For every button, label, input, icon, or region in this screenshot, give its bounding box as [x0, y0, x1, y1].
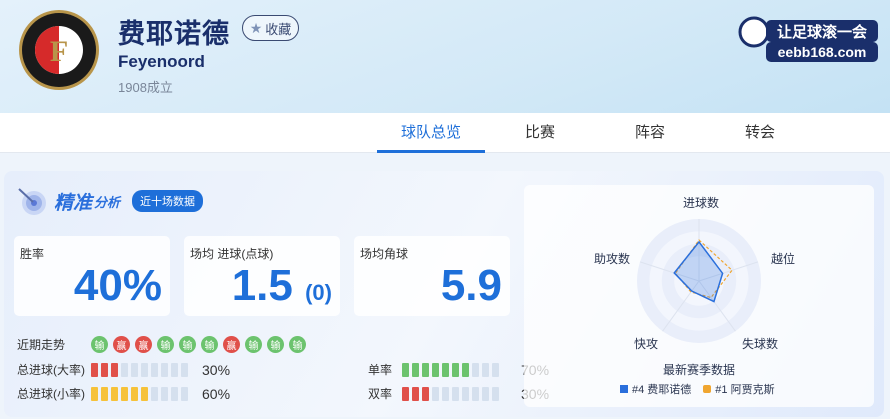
bar-segment — [442, 386, 449, 401]
trend-result: 输 — [157, 336, 174, 353]
bar-segment — [111, 386, 118, 401]
bar-segment — [121, 386, 128, 401]
bar-segment — [141, 386, 148, 401]
trend-result: 赢 — [135, 336, 152, 353]
bar-segment — [101, 386, 108, 401]
radar-series-ajax — [674, 239, 733, 299]
radar-axis — [698, 280, 736, 332]
bar-segment — [442, 362, 449, 377]
trend-result: 赢 — [113, 336, 130, 353]
favorite-button[interactable]: ★ 收藏 — [242, 15, 299, 41]
stat-card-goals: 场均 进球(点球) 1.5 (0) — [184, 236, 340, 316]
radar-axis — [639, 261, 700, 282]
bar-segment — [452, 386, 459, 401]
trend-result: 输 — [245, 336, 262, 353]
trend-result: 输 — [289, 336, 306, 353]
rate-bar — [91, 386, 188, 401]
bar-segment — [482, 362, 489, 377]
recent-trend: 近期走势 输赢赢输输输赢输输输 — [17, 336, 311, 353]
bar-segment — [412, 386, 419, 401]
bar-segment — [161, 362, 168, 377]
bar-segment — [412, 362, 419, 377]
axis-label: 越位 — [771, 252, 796, 266]
rate-row: 总进球(小率) 60% — [17, 385, 231, 402]
bar-segment — [432, 386, 439, 401]
bar-segment — [91, 362, 98, 377]
rate-row: 双率30% — [368, 385, 549, 402]
bar-segment — [181, 386, 188, 401]
rate-bar — [402, 386, 499, 401]
stat-card-corners: 场均角球 5.9 — [354, 236, 510, 316]
tab-squad[interactable]: 阵容 — [634, 124, 665, 141]
axis-label: 进球数 — [683, 196, 720, 210]
radar-axis — [662, 280, 700, 332]
bar-segment — [91, 386, 98, 401]
rate-row: 总进球(大率) 30% — [17, 361, 231, 378]
tab-transfers[interactable]: 转会 — [744, 124, 775, 141]
axis-label: 失球数 — [742, 337, 779, 351]
bar-segment — [151, 362, 158, 377]
bar-segment — [171, 362, 178, 377]
tab-overview[interactable]: 球队总览 — [377, 113, 485, 153]
bar-segment — [422, 362, 429, 377]
bar-segment — [151, 386, 158, 401]
svg-text:eebb168.com: eebb168.com — [778, 44, 867, 60]
bar-segment — [131, 386, 138, 401]
bar-segment — [402, 386, 409, 401]
stat-card-win-rate: 胜率 40% — [14, 236, 170, 316]
bar-segment — [462, 362, 469, 377]
legend-item[interactable]: #1 阿贾克斯 — [703, 381, 775, 397]
rate-row: 单率70% — [368, 361, 549, 378]
axis-label: 快攻 — [634, 337, 659, 351]
bar-segment — [482, 386, 489, 401]
axis-label: 助攻数 — [594, 252, 631, 266]
bar-segment — [452, 362, 459, 377]
trend-result: 赢 — [223, 336, 240, 353]
target-icon — [18, 188, 46, 215]
team-name: 费耶诺德 — [118, 19, 230, 49]
bar-segment — [492, 362, 499, 377]
brand-logo: 让足球滚一会 eebb168.com — [738, 16, 878, 62]
bar-segment — [101, 362, 108, 377]
chart-legend: #4 费耶诺德 #1 阿贾克斯 — [620, 381, 775, 397]
bar-segment — [462, 386, 469, 401]
bar-segment — [402, 362, 409, 377]
trend-result: 输 — [179, 336, 196, 353]
radar-series-feyenoord — [673, 240, 724, 303]
bar-segment — [492, 386, 499, 401]
star-icon: ★ — [249, 19, 263, 36]
legend-item[interactable]: #4 费耶诺德 — [620, 381, 691, 397]
chart-title: 最新赛季数据 — [663, 363, 736, 377]
bar-segment — [171, 386, 178, 401]
analysis-title: 精准 分析 近十场数据 — [16, 186, 204, 216]
bar-segment — [472, 386, 479, 401]
radar-chart: 进球数 越位 失球数 快攻 助攻数 最新赛季数据 #4 费耶诺德 #1 阿贾克斯 — [524, 185, 874, 407]
bar-segment — [422, 386, 429, 401]
bar-segment — [131, 362, 138, 377]
trend-result: 输 — [201, 336, 218, 353]
rate-bar — [91, 362, 188, 377]
radar-axis — [698, 261, 759, 282]
svg-text:F: F — [50, 35, 68, 68]
bar-segment — [432, 362, 439, 377]
bar-segment — [121, 362, 128, 377]
team-header: F 费耶诺德 ★ 收藏 Feyenoord 1908成立 让足球滚一会 eebb1… — [0, 0, 890, 113]
svg-text:让足球滚一会: 让足球滚一会 — [777, 23, 867, 41]
trend-result: 输 — [91, 336, 108, 353]
recent-ten-badge: 近十场数据 — [132, 190, 204, 212]
tab-matches[interactable]: 比赛 — [524, 124, 555, 141]
bar-segment — [141, 362, 148, 377]
bar-segment — [161, 386, 168, 401]
tab-bar: 球队总览 比赛 阵容 转会 — [0, 113, 890, 153]
bar-segment — [472, 362, 479, 377]
bar-segment — [111, 362, 118, 377]
bar-segment — [181, 362, 188, 377]
trend-result: 输 — [267, 336, 284, 353]
team-name-en: Feyenoord — [118, 52, 205, 71]
rate-bar — [402, 362, 499, 377]
team-logo: F — [19, 10, 99, 90]
founded-year: 1908成立 — [118, 80, 173, 95]
